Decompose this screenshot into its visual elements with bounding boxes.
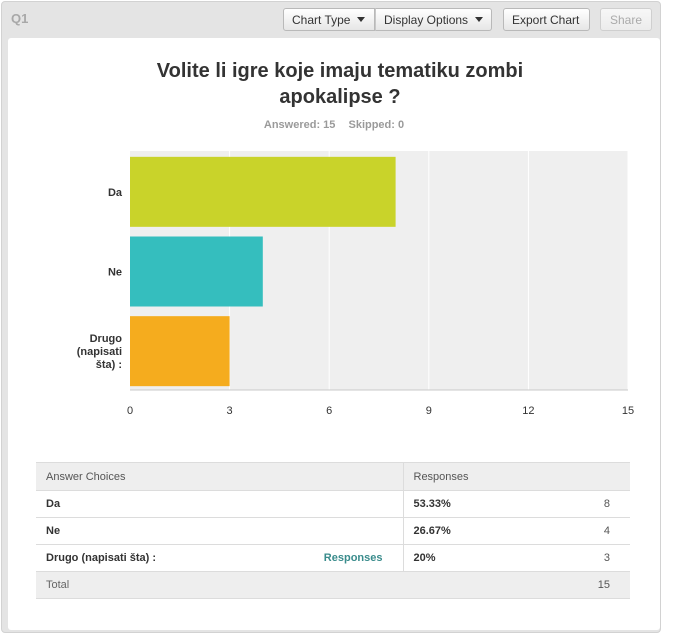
total-count: 15 (503, 571, 630, 599)
x-tick-label: 0 (127, 405, 133, 417)
bar (130, 156, 396, 227)
percent-cell: 20% (403, 544, 503, 572)
category-label: Ne (108, 267, 122, 279)
responses-table: Answer Choices Responses Da 53.33% 8 Ne … (36, 462, 630, 599)
x-tick-label: 12 (522, 405, 534, 417)
export-chart-label: Export Chart (512, 12, 580, 27)
x-tick-label: 3 (227, 405, 233, 417)
answered-count: Answered: 15 (263, 119, 336, 131)
total-spacer (403, 571, 503, 599)
table-header-row: Answer Choices Responses (36, 462, 630, 491)
total-label: Total (36, 571, 403, 599)
table-row: Ne 26.67% 4 (36, 517, 630, 545)
display-options-label: Display Options (384, 12, 469, 27)
chart-card: Volite li igre koje imaju tematiku zombi… (8, 38, 660, 630)
choice-cell: Da (36, 490, 404, 518)
count-header (503, 462, 630, 491)
category-label: šta) : (96, 359, 122, 371)
percent-cell: 53.33% (403, 490, 503, 518)
share-label: Share (609, 12, 643, 27)
choice-text: Drugo (napisati šta) : (46, 552, 157, 564)
x-tick-label: 15 (622, 405, 634, 417)
chart-title: Volite li igre koje imaju tematiku zombi… (156, 60, 524, 108)
bar (130, 236, 263, 307)
count-cell: 4 (503, 517, 630, 545)
x-tick-label: 9 (426, 405, 432, 417)
table-row: Da 53.33% 8 (36, 490, 630, 518)
share-button[interactable]: Share (600, 8, 652, 31)
chart-type-button[interactable]: Chart Type (283, 8, 375, 31)
table-row: Drugo (napisati šta) : Responses 20% 3 (36, 544, 630, 572)
category-label: Da (108, 187, 123, 199)
count-cell: 3 (503, 544, 630, 572)
bar (130, 316, 230, 387)
response-stats: Answered: 15 Skipped: 0 (8, 119, 660, 131)
category-label: (napisati (77, 346, 122, 358)
responses-link[interactable]: Responses (323, 552, 383, 564)
count-cell: 8 (503, 490, 630, 518)
export-chart-button[interactable]: Export Chart (503, 8, 590, 31)
category-label: Drugo (90, 333, 123, 345)
x-tick-label: 6 (326, 405, 332, 417)
skipped-count: Skipped: 0 (348, 119, 405, 131)
responses-header: Responses (403, 462, 503, 491)
choice-cell: Ne (36, 517, 404, 545)
percent-cell: 26.67% (403, 517, 503, 545)
chart-type-label: Chart Type (292, 12, 351, 27)
chevron-down-icon (475, 17, 484, 22)
question-panel: Q1 Chart Type Display Options Export Cha… (1, 1, 661, 633)
chevron-down-icon (357, 17, 366, 22)
choice-cell-with-link: Drugo (napisati šta) : Responses (36, 544, 404, 572)
display-options-button[interactable]: Display Options (375, 8, 492, 31)
total-row: Total 15 (36, 571, 630, 599)
question-number: Q1 (11, 11, 29, 26)
answer-choices-header: Answer Choices (36, 462, 404, 491)
